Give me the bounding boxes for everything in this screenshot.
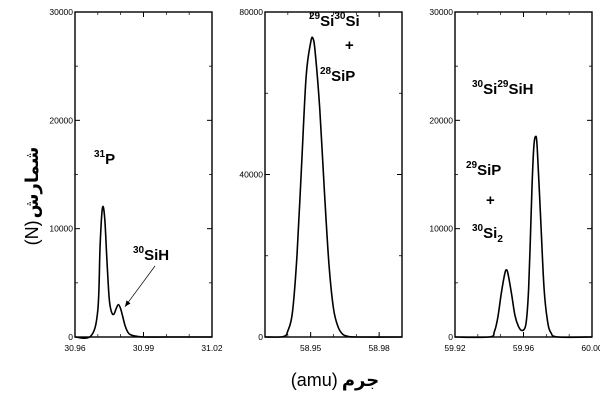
annotation-plus-panel2: + [345,37,354,54]
annotation-arrow [124,265,156,307]
y-tick-label: 0 [258,332,263,342]
annotation-29sip: 29SiP [466,160,501,179]
series-line [454,135,593,339]
y-tick-label: 80000 [239,7,263,17]
y-tick-label: 20000 [429,115,453,125]
annotation-30si29sih: 30Si29SiH [472,79,533,98]
x-axis-title: (amu) جرم [291,370,379,391]
annotation-30si2: 30Si2 [472,223,503,245]
x-tick-label: 59.92 [444,343,466,353]
x-tick-label: 59.96 [513,343,535,353]
y-tick-label: 0 [448,332,453,342]
series-line [264,36,403,338]
annotation-30sih: 30SiH [133,245,169,264]
panel-2: 0 40000 80000 58.95 58.98 [239,7,403,353]
y-tick-label: 10000 [49,224,73,234]
plot-frame [264,11,403,338]
annotation-29si30si: 29Si30Si [309,11,360,30]
y-tick-label: 0 [68,332,73,342]
y-tick-label: 30000 [429,7,453,17]
panel-1: 0 10000 20000 30000 30.96 30.99 31.02 [49,7,223,353]
annotation-31p: 31P [94,149,115,168]
x-tick-label: 31.02 [201,343,223,353]
y-axis-title: (N)شمارش [22,147,42,246]
y-tick-label: 20000 [49,115,73,125]
series-line [74,205,212,339]
x-tick-label: 30.99 [133,343,155,353]
x-tick-label: 58.98 [369,343,391,353]
x-tick-label: 60.00 [581,343,600,353]
annotation-plus-panel3: + [486,192,495,209]
plot-frame [454,11,593,338]
y-tick-label: 30000 [49,7,73,17]
x-tick-label: 58.95 [300,343,322,353]
y-tick-label: 10000 [429,224,453,234]
plot-frame [74,11,213,338]
annotation-arrow-head [124,300,131,307]
panel-3: 0 10000 20000 30000 59.92 59.96 60.00 [429,7,600,353]
annotation-28sip: 28SiP [320,66,355,85]
x-tick-label: 30.96 [64,343,86,353]
y-tick-label: 40000 [239,170,263,180]
